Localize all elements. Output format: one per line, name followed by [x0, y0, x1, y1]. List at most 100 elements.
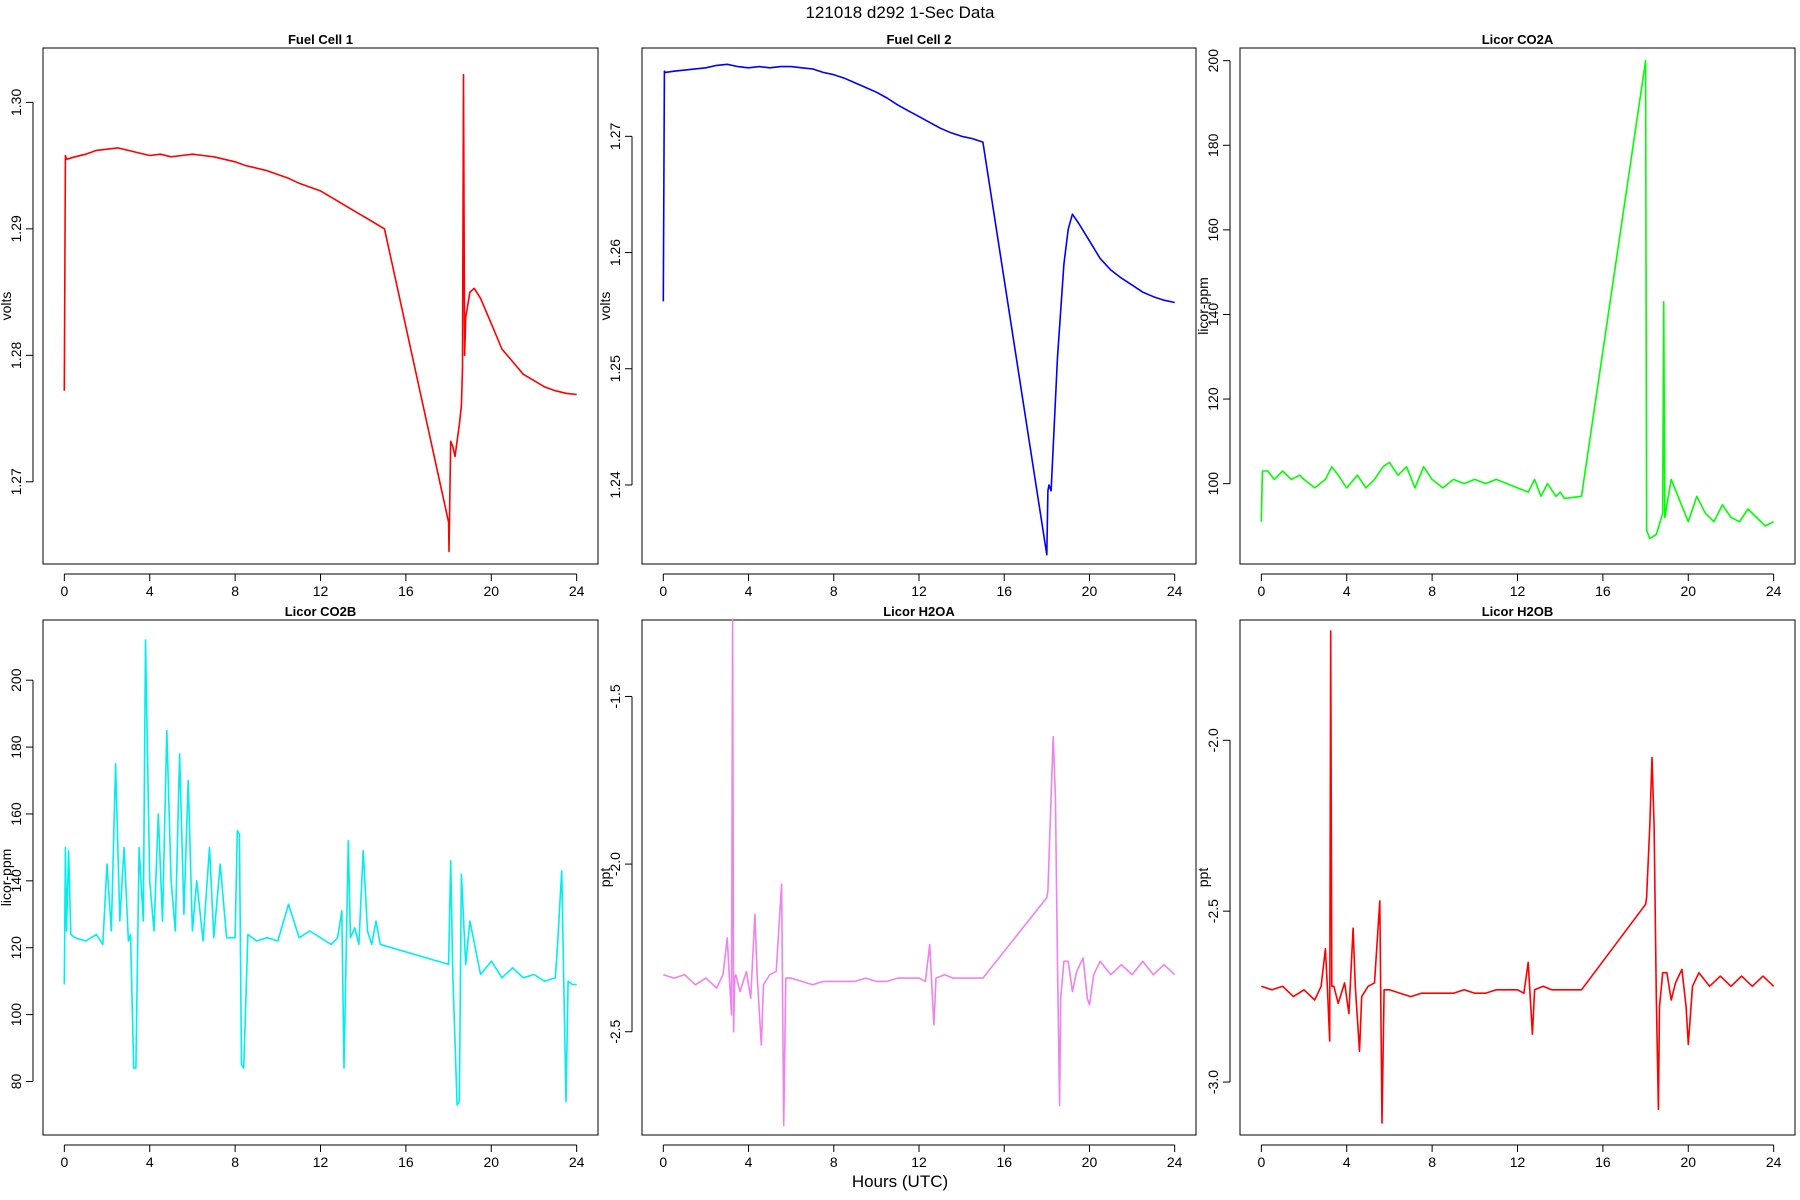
fuel-cell-2-y-axis-label: volts [597, 292, 613, 321]
licor-h2oa-series-line [663, 618, 1176, 1127]
licor-co2a-panel: Licor CO2A licor-ppm 0 4 8 12 16 20 24 100 120 140 1… [1195, 32, 1796, 599]
fuel-cell-2-series-line [662, 63, 1175, 556]
licor-co2a-y-tick-label: 160 [1205, 218, 1221, 242]
licor-co2b-panel: Licor CO2B licor-ppm 0 4 8 12 16 20 24 80 100 120 14… [0, 604, 599, 1170]
licor-co2b-x-tick-label: 12 [313, 1154, 329, 1170]
licor-h2oa-plot-frame [641, 619, 1197, 1136]
licor-h2ob-y-tick-label: -2.5 [1205, 899, 1221, 923]
licor-h2ob-panel: Licor H2OB ppt 0 4 8 12 16 20 24 -3.0 -2.5 -2.0 [1195, 604, 1796, 1170]
fuel-cell-2-y-tick-label: 1.27 [607, 122, 623, 149]
fuel-cell-2-y-tick-label: 1.26 [607, 239, 623, 266]
fuel-cell-1-panel: Fuel Cell 1 volts 0 4 8 12 16 20 24 1.27 1.28 1.29 1… [0, 32, 599, 599]
licor-h2oa-x-tick-label: 12 [911, 1154, 927, 1170]
licor-co2b-y-axis-label: licor-ppm [0, 849, 14, 907]
fuel-cell-2-x-tick-label: 20 [1082, 583, 1098, 599]
licor-co2b-plot-frame [42, 619, 599, 1136]
fuel-cell-1-y-tick-label: 1.30 [8, 89, 24, 116]
licor-co2a-title: Licor CO2A [1482, 32, 1554, 47]
licor-co2b-x-tick-label: 4 [146, 1154, 154, 1170]
fuel-cell-2-x-tick-label: 0 [659, 583, 667, 599]
fuel-cell-1-x-tick-label: 24 [569, 583, 585, 599]
licor-h2oa-y-tick-label: -2.0 [607, 852, 623, 876]
fuel-cell-1-plot-frame [42, 47, 599, 565]
licor-co2b-x-tick-label: 8 [231, 1154, 239, 1170]
licor-co2b-y-tick-label: 180 [8, 735, 24, 759]
fuel-cell-1-x-tick-label: 20 [483, 583, 499, 599]
licor-co2a-x-tick-label: 12 [1510, 583, 1526, 599]
licor-co2b-y-tick-label: 140 [8, 869, 24, 893]
licor-co2a-x-tick-label: 20 [1680, 583, 1696, 599]
licor-co2b-x-tick-label: 24 [569, 1154, 585, 1170]
fuel-cell-1-y-tick-label: 1.29 [8, 215, 24, 242]
licor-h2ob-title: Licor H2OB [1482, 604, 1554, 619]
fuel-cell-1-x-tick-label: 0 [60, 583, 68, 599]
fuel-cell-2-title: Fuel Cell 2 [886, 32, 951, 47]
licor-h2ob-x-tick-label: 24 [1766, 1154, 1782, 1170]
licor-co2a-x-tick-label: 8 [1428, 583, 1436, 599]
licor-h2oa-x-tick-label: 20 [1082, 1154, 1098, 1170]
fuel-cell-2-x-tick-label: 4 [745, 583, 753, 599]
licor-co2b-series-line [63, 639, 577, 1106]
licor-co2b-x-tick-label: 0 [60, 1154, 68, 1170]
licor-co2a-series-line [1260, 59, 1775, 540]
fuel-cell-1-y-tick-label: 1.27 [8, 468, 24, 495]
licor-h2ob-x-tick-label: 20 [1680, 1154, 1696, 1170]
licor-h2ob-x-tick-label: 12 [1510, 1154, 1526, 1170]
fuel-cell-2-panel: Fuel Cell 2 volts 0 4 8 12 16 20 24 1.24 1.25 1.26 1… [597, 32, 1197, 599]
fuel-cell-1-x-tick-label: 4 [146, 583, 154, 599]
licor-h2ob-x-tick-label: 8 [1428, 1154, 1436, 1170]
licor-h2ob-series-line [1261, 630, 1775, 1124]
fuel-cell-1-title: Fuel Cell 1 [288, 32, 353, 47]
licor-co2b-x-tick-label: 16 [398, 1154, 414, 1170]
licor-h2ob-y-tick-label: -3.0 [1205, 1070, 1221, 1094]
licor-h2oa-panel: Licor H2OA ppt 0 4 8 12 16 20 24 -2.5 -2.0 -1.5 [597, 604, 1197, 1170]
licor-h2oa-y-tick-label: -1.5 [607, 684, 623, 708]
licor-co2a-y-tick-label: 140 [1205, 303, 1221, 327]
licor-co2a-y-axis-label: licor-ppm [1195, 277, 1211, 335]
licor-h2ob-plot-frame [1239, 619, 1796, 1136]
page-title: 121018 d292 1-Sec Data [805, 3, 995, 22]
fuel-cell-2-y-tick-label: 1.24 [607, 471, 623, 498]
fuel-cell-1-x-tick-label: 16 [398, 583, 414, 599]
fuel-cell-2-x-tick-label: 8 [830, 583, 838, 599]
chart-grid: Fuel Cell 1 volts 0 4 8 12 16 20 24 1.27 1.28 1.29 1… [0, 32, 1796, 1170]
licor-h2oa-x-tick-label: 4 [745, 1154, 753, 1170]
licor-co2a-y-tick-label: 120 [1205, 387, 1221, 411]
licor-co2b-y-tick-label: 120 [8, 936, 24, 960]
fuel-cell-2-x-tick-label: 24 [1167, 583, 1183, 599]
fuel-cell-1-x-tick-label: 12 [313, 583, 329, 599]
licor-h2oa-x-tick-label: 16 [996, 1154, 1012, 1170]
licor-co2b-title: Licor CO2B [285, 604, 357, 619]
fuel-cell-2-x-tick-label: 16 [996, 583, 1012, 599]
licor-h2oa-x-tick-label: 0 [659, 1154, 667, 1170]
fuel-cell-2-y-tick-label: 1.25 [607, 355, 623, 382]
licor-co2a-y-tick-label: 100 [1205, 472, 1221, 496]
licor-h2oa-y-axis-label: ppt [597, 868, 613, 888]
licor-co2a-plot-frame [1239, 47, 1796, 565]
licor-h2ob-x-tick-label: 0 [1257, 1154, 1265, 1170]
licor-h2ob-y-tick-label: -2.0 [1205, 728, 1221, 752]
fuel-cell-1-x-tick-label: 8 [231, 583, 239, 599]
fuel-cell-2-plot-frame [641, 47, 1197, 565]
licor-h2ob-x-tick-label: 16 [1595, 1154, 1611, 1170]
licor-h2oa-y-tick-label: -2.5 [607, 1019, 623, 1043]
licor-h2ob-x-tick-label: 4 [1343, 1154, 1351, 1170]
licor-co2b-y-tick-label: 200 [8, 668, 24, 692]
fuel-cell-2-x-tick-label: 12 [911, 583, 927, 599]
licor-co2a-x-tick-label: 4 [1343, 583, 1351, 599]
licor-co2a-x-tick-label: 24 [1766, 583, 1782, 599]
fuel-cell-1-series-line [63, 73, 577, 553]
licor-co2b-x-tick-label: 20 [483, 1154, 499, 1170]
fuel-cell-1-y-tick-label: 1.28 [8, 341, 24, 368]
licor-co2b-y-tick-label: 160 [8, 802, 24, 826]
licor-co2a-y-tick-label: 180 [1205, 133, 1221, 157]
licor-h2oa-x-tick-label: 8 [830, 1154, 838, 1170]
licor-h2oa-title: Licor H2OA [883, 604, 955, 619]
licor-co2a-x-tick-label: 0 [1257, 583, 1265, 599]
licor-h2oa-x-tick-label: 24 [1167, 1154, 1183, 1170]
licor-co2a-y-tick-label: 200 [1205, 49, 1221, 73]
licor-co2a-x-tick-label: 16 [1595, 583, 1611, 599]
licor-h2ob-y-axis-label: ppt [1195, 868, 1211, 888]
figure-x-axis-label: Hours (UTC) [852, 1172, 948, 1191]
